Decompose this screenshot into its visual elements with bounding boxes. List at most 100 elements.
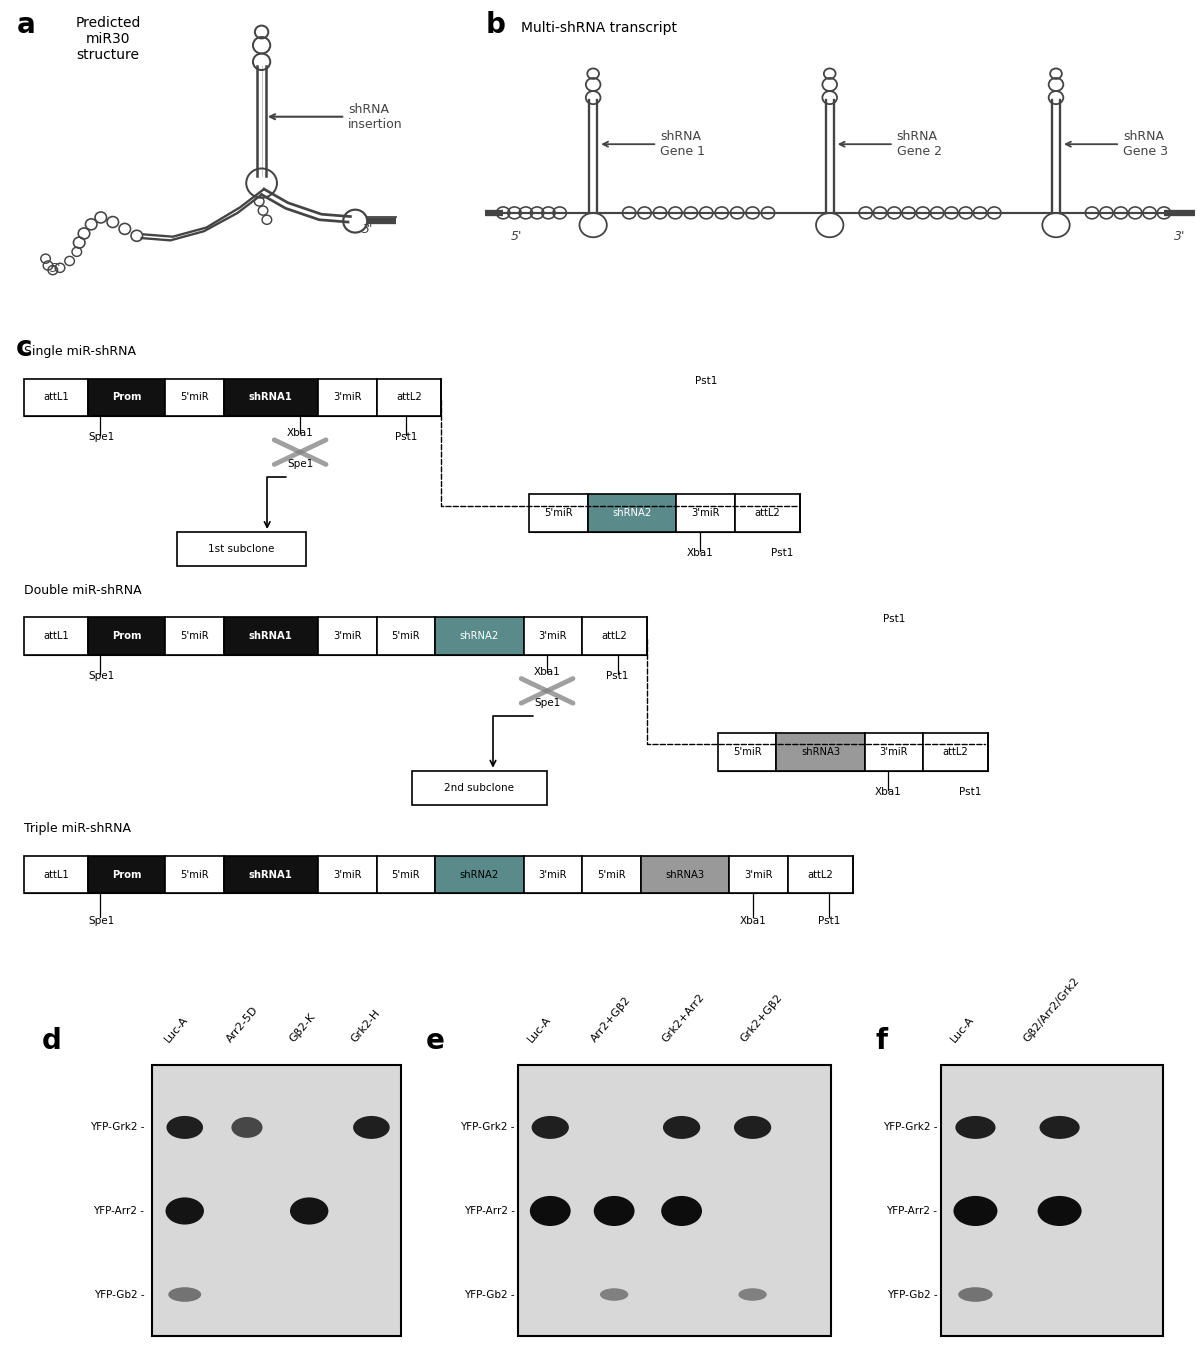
Text: Pst1: Pst1: [818, 917, 840, 926]
FancyBboxPatch shape: [718, 734, 776, 771]
Ellipse shape: [738, 1288, 767, 1301]
Ellipse shape: [353, 1116, 390, 1139]
FancyBboxPatch shape: [377, 857, 436, 893]
Text: 3'miR: 3'miR: [539, 632, 568, 641]
Text: 1st subclone: 1st subclone: [208, 544, 275, 554]
FancyBboxPatch shape: [924, 734, 988, 771]
Ellipse shape: [530, 1196, 571, 1226]
Ellipse shape: [1038, 1196, 1081, 1226]
Circle shape: [343, 210, 367, 233]
Text: b: b: [485, 11, 505, 40]
Text: 5'miR: 5'miR: [180, 632, 209, 641]
Text: d: d: [42, 1027, 62, 1056]
FancyBboxPatch shape: [582, 857, 641, 893]
Text: 5'miR: 5'miR: [391, 870, 420, 880]
Ellipse shape: [290, 1198, 329, 1225]
Text: 3'miR: 3'miR: [332, 393, 361, 402]
Text: 3': 3': [1175, 231, 1186, 243]
Text: YFP-Gb2 -: YFP-Gb2 -: [887, 1289, 937, 1300]
Text: YFP-Grk2 -: YFP-Grk2 -: [90, 1123, 144, 1132]
Text: Xba1: Xba1: [287, 428, 313, 438]
FancyBboxPatch shape: [412, 771, 547, 805]
FancyBboxPatch shape: [24, 617, 89, 655]
Text: Luc-A: Luc-A: [949, 1013, 976, 1043]
Ellipse shape: [532, 1116, 569, 1139]
Text: shRNA
Gene 3: shRNA Gene 3: [1066, 130, 1168, 158]
Text: Pst1: Pst1: [883, 614, 905, 625]
Text: YFP-Arr2 -: YFP-Arr2 -: [886, 1206, 937, 1215]
FancyBboxPatch shape: [864, 734, 924, 771]
Text: shRNA1: shRNA1: [248, 393, 293, 402]
FancyBboxPatch shape: [776, 734, 864, 771]
Text: a: a: [17, 11, 36, 40]
Text: Pst1: Pst1: [772, 548, 793, 558]
Ellipse shape: [1039, 1116, 1080, 1139]
Text: Predicted
miR30
structure: Predicted miR30 structure: [76, 16, 140, 63]
Text: Grk2+Arr2: Grk2+Arr2: [660, 992, 707, 1043]
Text: Pst1: Pst1: [695, 375, 718, 386]
FancyBboxPatch shape: [151, 1065, 401, 1337]
Ellipse shape: [168, 1288, 202, 1301]
Text: shRNA2: shRNA2: [460, 870, 499, 880]
Text: Xba1: Xba1: [534, 667, 560, 677]
Text: 3'miR: 3'miR: [880, 747, 908, 757]
FancyBboxPatch shape: [436, 857, 523, 893]
FancyBboxPatch shape: [24, 378, 89, 416]
Text: Triple miR-shRNA: Triple miR-shRNA: [24, 822, 131, 835]
Text: YFP-Gb2 -: YFP-Gb2 -: [94, 1289, 144, 1300]
Ellipse shape: [661, 1196, 702, 1226]
Circle shape: [580, 213, 607, 237]
Text: 5': 5': [49, 262, 61, 276]
Text: attL1: attL1: [43, 632, 68, 641]
FancyBboxPatch shape: [318, 857, 377, 893]
FancyBboxPatch shape: [24, 857, 89, 893]
Ellipse shape: [959, 1288, 992, 1301]
Text: Gβ2-K: Gβ2-K: [287, 1012, 317, 1043]
Text: shRNA2: shRNA2: [460, 632, 499, 641]
Text: Xba1: Xba1: [686, 548, 713, 558]
Text: e: e: [426, 1027, 445, 1056]
Text: 3'miR: 3'miR: [332, 632, 361, 641]
Text: 3'miR: 3'miR: [744, 870, 773, 880]
FancyBboxPatch shape: [518, 1065, 830, 1337]
FancyBboxPatch shape: [164, 617, 223, 655]
Text: shRNA
Gene 2: shRNA Gene 2: [840, 130, 942, 158]
Ellipse shape: [166, 1198, 204, 1225]
FancyBboxPatch shape: [677, 494, 736, 532]
Text: attL2: attL2: [396, 393, 421, 402]
Text: Grk2-H: Grk2-H: [349, 1008, 383, 1043]
FancyBboxPatch shape: [582, 617, 647, 655]
Text: 5'miR: 5'miR: [180, 870, 209, 880]
Text: Spe1: Spe1: [89, 671, 115, 681]
Ellipse shape: [594, 1196, 635, 1226]
FancyBboxPatch shape: [377, 378, 442, 416]
Ellipse shape: [734, 1116, 772, 1139]
Text: 3'miR: 3'miR: [332, 870, 361, 880]
FancyBboxPatch shape: [223, 617, 318, 655]
Text: 3'miR: 3'miR: [691, 509, 720, 518]
FancyBboxPatch shape: [89, 378, 164, 416]
Text: 3': 3': [362, 224, 373, 236]
FancyBboxPatch shape: [588, 494, 677, 532]
Text: Gβ2/Arr2/Grk2: Gβ2/Arr2/Grk2: [1021, 975, 1081, 1043]
FancyBboxPatch shape: [176, 532, 306, 566]
Text: Single miR-shRNA: Single miR-shRNA: [24, 345, 136, 357]
Text: YFP-Arr2 -: YFP-Arr2 -: [94, 1206, 144, 1215]
Text: Luc-A: Luc-A: [526, 1013, 553, 1043]
Text: shRNA
Gene 1: shRNA Gene 1: [604, 130, 706, 158]
FancyBboxPatch shape: [941, 1065, 1163, 1337]
Text: Double miR-shRNA: Double miR-shRNA: [24, 584, 142, 597]
FancyBboxPatch shape: [89, 857, 164, 893]
FancyBboxPatch shape: [318, 617, 377, 655]
Text: Pst1: Pst1: [606, 671, 629, 681]
Text: Luc-A: Luc-A: [163, 1013, 190, 1043]
Text: attL1: attL1: [43, 393, 68, 402]
FancyBboxPatch shape: [436, 617, 523, 655]
Text: Prom: Prom: [112, 393, 142, 402]
Text: shRNA1: shRNA1: [248, 632, 293, 641]
Circle shape: [246, 169, 277, 198]
FancyBboxPatch shape: [318, 378, 377, 416]
Text: attL2: attL2: [602, 632, 628, 641]
Text: attL2: attL2: [755, 509, 780, 518]
Ellipse shape: [600, 1288, 629, 1301]
